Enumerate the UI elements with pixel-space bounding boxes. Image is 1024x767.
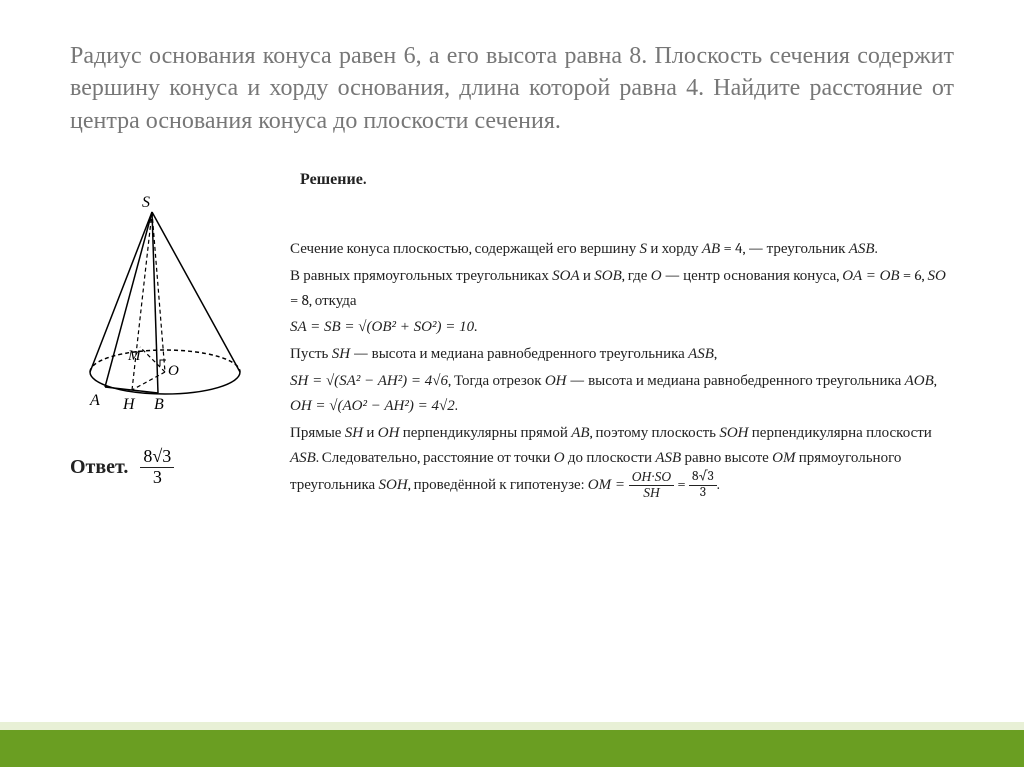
label-B: B <box>154 396 164 413</box>
var-ab: AB <box>702 241 720 257</box>
var-oaob: OA = OB <box>842 268 899 284</box>
p1-d: . <box>875 239 878 257</box>
p5-d: . <box>455 396 458 414</box>
var-ab2: AB <box>571 425 589 441</box>
var-o: O <box>651 268 662 284</box>
footer-bar <box>0 722 1024 767</box>
frac-res-num: 8√3 <box>689 470 717 486</box>
var-asb: ASB <box>849 241 875 257</box>
p4-c: , <box>714 344 717 362</box>
var-oh: OH <box>545 373 567 389</box>
p1-c: = 4, — треугольник <box>720 239 849 257</box>
p4-a: Пусть <box>290 344 332 362</box>
var-om: OM <box>772 450 795 466</box>
var-soh: SOH <box>719 425 748 441</box>
om-eq: OM = <box>588 477 629 493</box>
eq-oh: OH = √(AO² − AH²) = 4√2 <box>290 398 455 414</box>
eq-sa-sb: SA = SB = √(OB² + SO²) = 10. <box>290 319 478 335</box>
var-soh2: SOH <box>379 477 408 493</box>
solution-p1: Сечение конуса плоскостью, содержащей ег… <box>290 236 954 261</box>
p5-b: — высота и медиана равнобедренного треуг… <box>566 371 904 389</box>
p6-a: Прямые <box>290 423 345 441</box>
var-sob: SOB <box>594 268 622 284</box>
solution-p5: SH = √(SA² − AH²) = 4√6, Тогда отрезок O… <box>290 368 954 418</box>
p4-b: — высота и медиана равнобедренного треуг… <box>350 344 688 362</box>
solution-label: Решение. <box>300 167 954 193</box>
p6-b: и <box>363 423 378 441</box>
solution-text: Решение. Сечение конуса плоскостью, соде… <box>290 167 954 502</box>
p1-a: Сечение конуса плоскостью, содержащей ег… <box>290 239 640 257</box>
p2-f: = 8, откуда <box>290 291 357 309</box>
p2-d: — центр основания конуса, <box>662 266 843 284</box>
label-S: S <box>142 194 150 211</box>
p6-g: до плоскости <box>565 448 656 466</box>
var-s: S <box>640 241 648 257</box>
var-soa: SOA <box>552 268 580 284</box>
p5-c: , <box>934 371 937 389</box>
var-o2: O <box>554 450 565 466</box>
p2-e: = 6, <box>900 266 928 284</box>
var-asb4: ASB <box>655 450 681 466</box>
solution-p6: Прямые SH и OH перпендикулярны прямой AB… <box>290 420 954 501</box>
eq-sh: SH = √(SA² − AH²) = 4√6 <box>290 373 448 389</box>
content-area: S <box>70 167 954 502</box>
var-oh2: OH <box>378 425 400 441</box>
p6-d: , поэтому плоскость <box>590 423 720 441</box>
answer-label: Ответ. <box>70 456 128 479</box>
label-M: M <box>127 348 142 364</box>
answer-row: Ответ. 8√3 3 <box>70 447 270 488</box>
p6-e: перпендикулярна плоскости <box>748 423 931 441</box>
frac-res-den: 3 <box>689 486 717 501</box>
left-column: S <box>70 167 270 488</box>
frac-om-den: SH <box>629 486 674 501</box>
p6-h: равно высоте <box>681 448 772 466</box>
label-O: O <box>168 363 179 379</box>
solution-p4: Пусть SH — высота и медиана равнобедренн… <box>290 341 954 366</box>
answer-value: 8√3 3 <box>140 447 174 488</box>
var-sh: SH <box>332 346 350 362</box>
p6-c: перпендикулярны прямой <box>399 423 571 441</box>
label-H: H <box>122 396 136 413</box>
frac-result: 8√33 <box>689 470 717 501</box>
solution-p3: SA = SB = √(OB² + SO²) = 10. <box>290 314 954 339</box>
frac-om-num: OH·SO <box>629 470 674 486</box>
p5-a: , Тогда отрезок <box>448 371 545 389</box>
p2-a: В равных прямоугольных треугольниках <box>290 266 552 284</box>
var-sh2: SH <box>345 425 363 441</box>
answer-denominator: 3 <box>140 468 174 488</box>
frac-om: OH·SOSH <box>629 470 674 501</box>
var-asb3: ASB <box>290 450 316 466</box>
cone-diagram: S <box>70 177 270 422</box>
problem-title: Радиус основания конуса равен 6, а его в… <box>70 40 954 137</box>
var-aob: AOB <box>905 373 934 389</box>
p2-c: , где <box>622 266 651 284</box>
p6-f: . Следовательно, расстояние от точки <box>316 448 554 466</box>
p1-b: и хорду <box>647 239 702 257</box>
p2-b: и <box>580 266 595 284</box>
label-A: A <box>89 392 100 409</box>
var-asb2: ASB <box>688 346 714 362</box>
answer-numerator: 8√3 <box>140 447 174 468</box>
var-so: SO <box>927 268 945 284</box>
solution-p2: В равных прямоугольных треугольниках SOA… <box>290 263 954 312</box>
p6-j: , проведённой к гипотенузе: <box>408 475 588 493</box>
